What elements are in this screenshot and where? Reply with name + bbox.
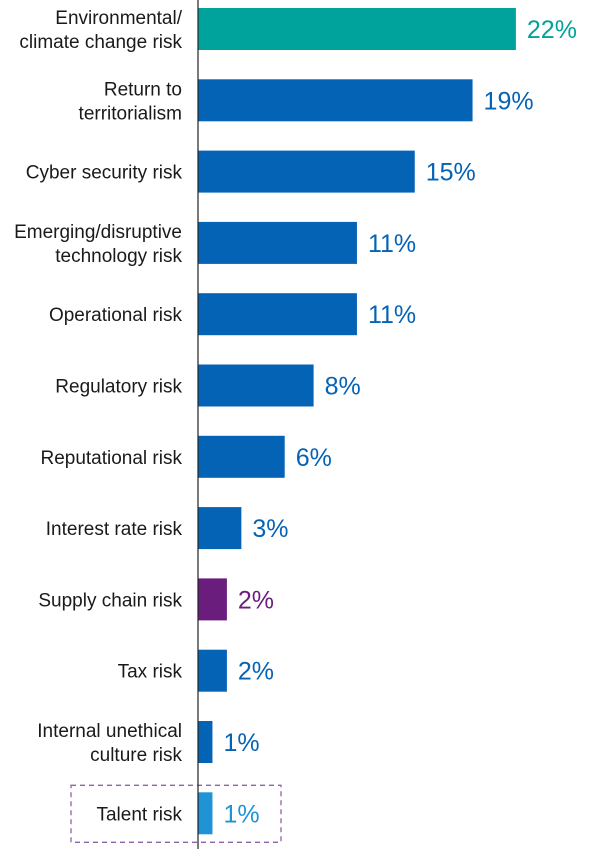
bar-7 (198, 507, 242, 550)
category-label-3: Emerging/disruptive technology risk (14, 222, 182, 267)
category-label-6: Reputational risk (40, 448, 182, 469)
category-label-11: Talent risk (96, 804, 182, 825)
bar-8 (198, 578, 227, 621)
value-label-7: 3% (252, 515, 288, 543)
bar-11 (198, 792, 213, 835)
value-label-6: 6% (296, 444, 332, 472)
category-label-7: Interest rate risk (46, 519, 183, 540)
bar-4 (198, 293, 357, 336)
value-label-1: 19% (484, 87, 534, 115)
bar-0 (198, 8, 516, 50)
category-label-8: Supply chain risk (38, 590, 182, 611)
talent-risk-highlight-box (70, 784, 282, 843)
value-label-2: 15% (426, 159, 476, 187)
bar-1 (198, 79, 473, 122)
category-label-9: Tax risk (118, 662, 183, 683)
value-label-10: 1% (223, 729, 259, 757)
bars-layer (198, 8, 516, 835)
labels-layer: 22% Environmental/climate change risk 19% R… (14, 8, 577, 828)
bar-9 (198, 649, 227, 692)
value-label-5: 8% (325, 373, 361, 401)
value-label-4: 11% (368, 301, 416, 329)
value-label-11: 1% (223, 800, 259, 828)
value-label-9: 2% (238, 658, 274, 686)
bar-3 (198, 221, 357, 264)
category-label-5: Regulatory risk (55, 377, 182, 398)
bar-6 (198, 435, 285, 478)
category-label-1: Return to territorialism (79, 79, 182, 124)
bar-10 (198, 721, 213, 763)
value-label-3: 11% (368, 230, 416, 258)
bar-2 (198, 150, 415, 193)
bar-5 (198, 364, 314, 407)
category-label-4: Operational risk (49, 305, 183, 326)
category-label-0: Environmental/climate change risk (19, 8, 182, 53)
highlight-layer (70, 784, 282, 843)
value-label-0: 22% (527, 16, 577, 44)
value-label-8: 2% (238, 586, 274, 614)
category-label-2: Cyber security risk (26, 163, 183, 184)
category-label-10: Internal unethical culture risk (37, 721, 182, 766)
